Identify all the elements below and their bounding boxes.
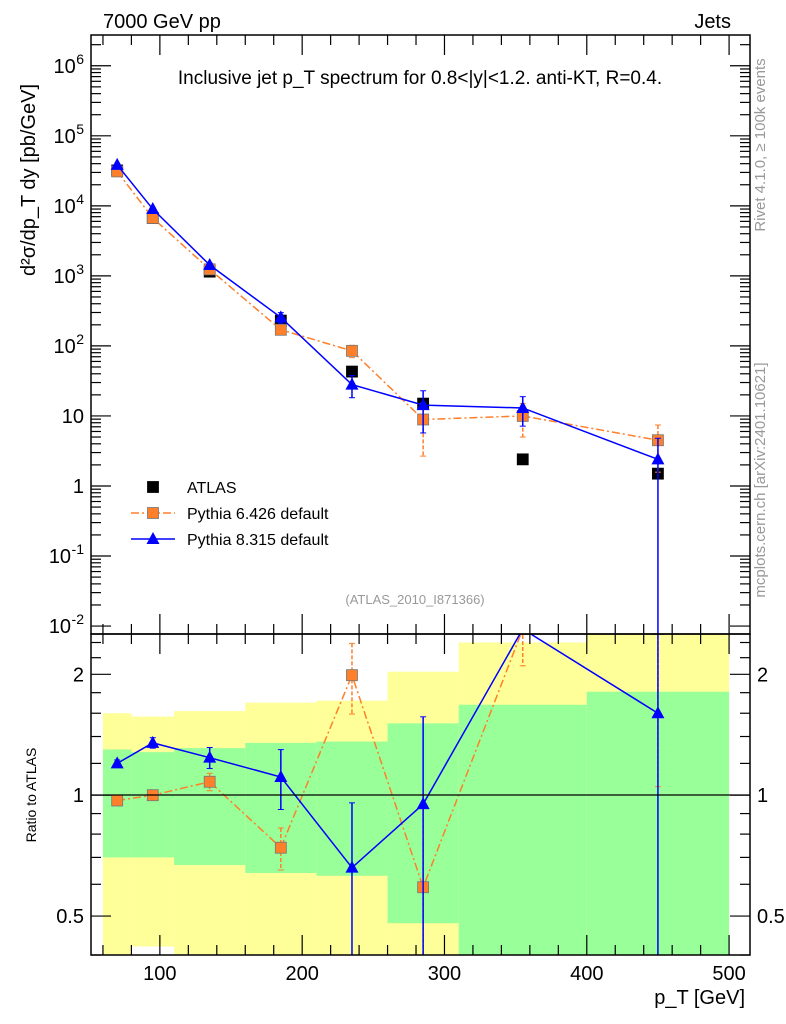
pythia8-ratio-point — [416, 797, 430, 810]
tick-labels: 10^-2 10^-1 1 10 10^2 10^3 10^4 10^5 10^… — [49, 51, 785, 985]
legend-marker — [147, 481, 159, 493]
y-tick-label: 10^-2 — [49, 611, 84, 638]
pythia6-point — [146, 212, 159, 224]
pythia8-ratio-line — [116, 634, 659, 869]
spectrum-data — [110, 157, 665, 634]
x-tick-label: 200 — [285, 963, 318, 985]
y-tick-label: 10 — [62, 406, 84, 428]
pythia8-point — [110, 157, 124, 170]
pythia8-point — [345, 377, 359, 390]
legend-label: ATLAS — [187, 480, 237, 497]
pythia6-ratio-point — [346, 669, 358, 682]
legend-marker — [147, 507, 159, 519]
ratio-y-tick-label-right: 0.5 — [757, 906, 785, 928]
legend-marker — [146, 532, 160, 544]
pythia8-ratio-point — [274, 769, 288, 782]
x-axis-label: p_T [GeV] — [654, 987, 745, 1009]
legend: ATLAS Pythia 6.426 default Pythia 8.315 de… — [131, 480, 329, 549]
legend-label: Pythia 6.426 default — [187, 506, 329, 523]
pythia8-line — [116, 164, 659, 461]
mcplots-credit: mcplots.cern.ch [arXiv:2401.10621] — [752, 362, 769, 597]
atlas-point — [516, 453, 529, 466]
pythia8-point — [516, 400, 530, 413]
ratio-y-tick-label: 2 — [73, 664, 84, 686]
y-tick-label: 10^6 — [53, 51, 84, 78]
pythia8-point — [146, 202, 160, 215]
axis-ticks — [91, 35, 750, 956]
green-band — [131, 752, 175, 858]
chart-title: Inclusive jet p_T spectrum for 0.8<|y|<1… — [178, 68, 662, 89]
y-tick-label: 10^-1 — [49, 541, 84, 568]
ratio-y-tick-label-right: 2 — [757, 664, 768, 686]
pythia6-line — [116, 170, 659, 441]
pythia8-ratio-point — [345, 860, 359, 873]
pythia8-ratio-point — [203, 750, 217, 763]
pythia8-ratio-point — [516, 622, 529, 634]
pythia6-ratio-point — [274, 841, 287, 854]
pythia6-ratio-point — [111, 794, 124, 807]
analysis-id: (ATLAS_2010_I871366) — [345, 592, 484, 607]
green-band — [458, 704, 587, 955]
legend-label: Pythia 8.315 default — [187, 532, 329, 549]
pythia6-ratio-point — [516, 634, 529, 635]
pythia6-ratio-line — [117, 634, 522, 890]
x-tick-label: 400 — [570, 963, 603, 985]
pythia8-ratio-point — [146, 735, 160, 748]
ratio-y-tick-label: 0.5 — [56, 906, 84, 928]
pythia8-point — [203, 257, 217, 270]
y-tick-label: 10^5 — [53, 121, 84, 148]
x-tick-label: 500 — [712, 963, 745, 985]
process-label: Jets — [694, 11, 731, 33]
pythia8-point — [651, 452, 665, 465]
y-axis-label: d²σ/dp_T dy [pb/GeV] — [18, 84, 40, 276]
y-tick-label: 10^3 — [53, 261, 84, 288]
pythia8-point — [416, 398, 430, 411]
ratio-y-axis-label: Ratio to ATLAS — [23, 748, 39, 843]
pythia8-ratio-point — [110, 756, 124, 769]
y-tick-label: 10^4 — [53, 191, 84, 218]
y-tick-label: 10^2 — [53, 331, 84, 358]
pythia8-ratio-point — [651, 706, 665, 719]
pythia8-point — [274, 310, 288, 323]
y-tick-label: 1 — [73, 476, 84, 498]
pythia6-point — [346, 344, 358, 357]
energy-label: 7000 GeV pp — [103, 11, 221, 33]
rivet-version: Rivet 4.1.0, ≥ 100k events — [752, 58, 769, 231]
x-tick-label: 300 — [428, 963, 461, 985]
ratio-data — [110, 622, 665, 955]
ratio-y-tick-label: 1 — [73, 785, 84, 807]
pythia6-ratio-point — [203, 775, 216, 788]
ratio-y-tick-label-right: 1 — [757, 785, 768, 807]
pythia6-point — [274, 323, 287, 336]
x-tick-label: 100 — [143, 963, 176, 985]
